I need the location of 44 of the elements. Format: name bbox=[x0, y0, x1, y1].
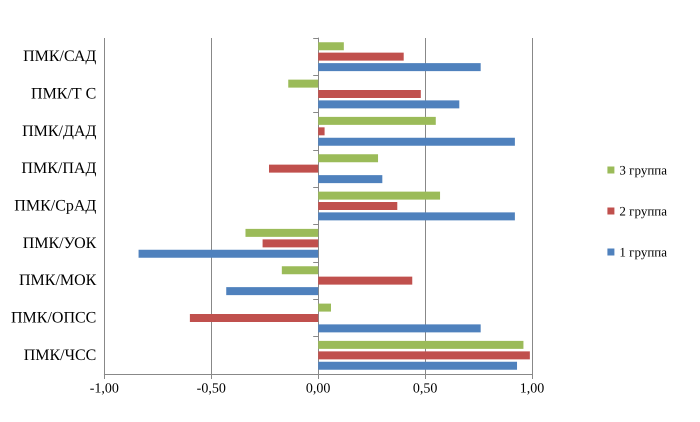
bar bbox=[318, 63, 481, 72]
x-tick-label: -1,00 bbox=[90, 382, 119, 396]
bar bbox=[318, 340, 524, 349]
bar bbox=[226, 287, 318, 296]
y-tick-label: ПМК/УОК bbox=[22, 234, 97, 252]
bar bbox=[318, 192, 440, 200]
x-tick-label: 0,50 bbox=[412, 382, 438, 396]
bar bbox=[262, 239, 318, 248]
bar bbox=[318, 116, 436, 125]
bar bbox=[318, 304, 332, 312]
y-tick-label: ПМК/ДАД bbox=[22, 122, 96, 140]
legend-label: 1 группа bbox=[619, 244, 668, 260]
bar bbox=[268, 164, 318, 173]
bar bbox=[245, 228, 318, 237]
bar bbox=[138, 250, 318, 258]
bar bbox=[318, 90, 421, 98]
bar bbox=[318, 175, 382, 184]
bar bbox=[318, 154, 378, 162]
y-tick-label: ПМК/ПАД bbox=[21, 160, 96, 178]
bar bbox=[318, 202, 398, 210]
y-tick-label: ПМК/ОПСС bbox=[10, 310, 96, 326]
bar bbox=[318, 362, 518, 370]
bar bbox=[190, 314, 318, 322]
bar bbox=[318, 212, 515, 220]
x-tick-label: 1,00 bbox=[520, 382, 544, 396]
bar bbox=[318, 276, 412, 285]
bar bbox=[318, 52, 404, 61]
y-tick-label: ПМК/СрАД bbox=[14, 198, 96, 214]
x-tick-label: -0,50 bbox=[196, 382, 226, 396]
y-tick-label: ПМК/МОК bbox=[18, 272, 97, 290]
bar bbox=[318, 138, 515, 146]
bar bbox=[318, 42, 344, 50]
y-tick-label: ПМК/ЧСС bbox=[24, 346, 96, 364]
bar bbox=[318, 100, 460, 108]
bar bbox=[318, 324, 481, 332]
y-tick-label: ПМК/САД bbox=[23, 48, 96, 66]
x-tick-label: 0,00 bbox=[306, 382, 330, 396]
legend-label: 3 группа bbox=[619, 162, 668, 178]
bar bbox=[288, 80, 318, 88]
y-tick-label: ПМК/Т С bbox=[31, 86, 96, 102]
legend-label: 2 группа bbox=[619, 204, 668, 218]
bar bbox=[282, 266, 318, 274]
bar bbox=[318, 351, 530, 360]
bar bbox=[318, 127, 325, 136]
